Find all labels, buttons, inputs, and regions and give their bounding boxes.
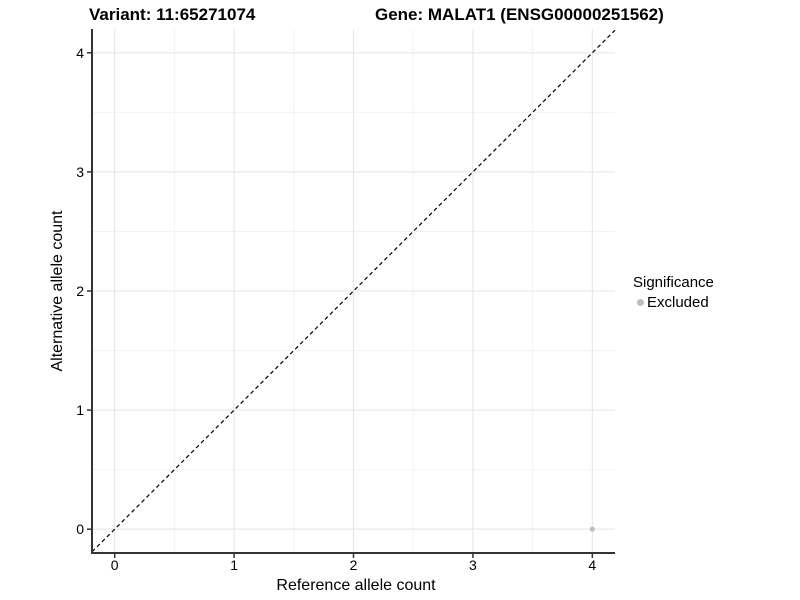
legend-entries: Excluded: [633, 294, 714, 311]
x-axis-title: Reference allele count: [276, 577, 436, 594]
y-tick-label: 4: [76, 45, 84, 61]
legend-entry-label: Excluded: [647, 294, 709, 311]
legend-entry: Excluded: [633, 294, 714, 311]
y-axis-title: Alternative allele count: [49, 210, 66, 372]
x-tick-label: 4: [588, 557, 596, 573]
y-tick-label: 1: [76, 402, 84, 418]
x-tick-label: 3: [469, 557, 477, 573]
variant-title: Variant: 11:65271074: [89, 5, 256, 24]
x-tick-label: 2: [350, 557, 358, 573]
data-point: [589, 526, 595, 532]
y-tick-label: 3: [76, 164, 84, 180]
y-tick-label: 0: [76, 521, 84, 537]
y-tick-label: 2: [76, 283, 84, 299]
x-tick-label: 0: [111, 557, 119, 573]
x-tick-label: 1: [230, 557, 238, 573]
legend: Significance Excluded: [633, 274, 714, 311]
legend-title: Significance: [633, 274, 714, 291]
gene-title: Gene: MALAT1 (ENSG00000251562): [375, 5, 664, 24]
legend-key-dot-icon: [633, 296, 647, 310]
